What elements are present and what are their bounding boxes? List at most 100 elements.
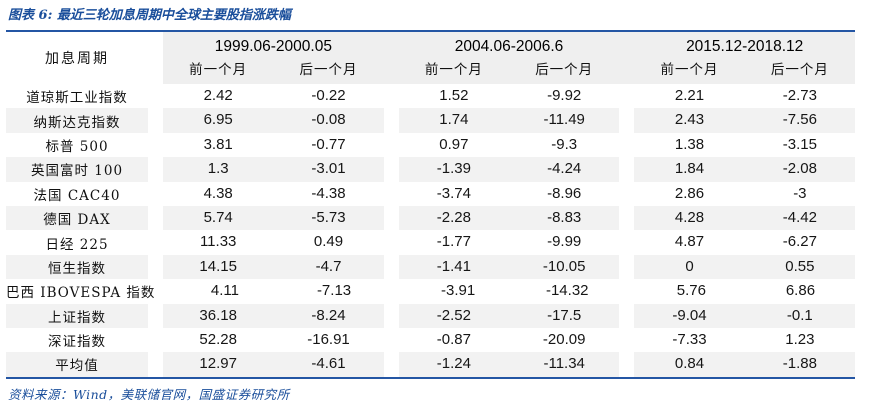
- table-row: 上证指数 36.18 -8.24 -2.52 -17.5 -9.04 -0.1: [6, 303, 856, 328]
- period-group-cells: 1.74 -11.49: [398, 108, 620, 133]
- table-body: 道琼斯工业指数 2.42 -0.22 1.52 -9.92 2.21 -2.73 纳斯达克指数…: [6, 84, 856, 377]
- period-label: 1999.06-2000.05: [214, 38, 332, 55]
- value-cell: -9.04: [672, 306, 707, 324]
- corner-cell: 加息周期: [6, 32, 148, 84]
- value-cell: -1.41: [436, 257, 471, 275]
- period-group-cells: 6.95 -0.08: [163, 108, 384, 133]
- value-cell: -3.15: [782, 135, 817, 153]
- value-cell: -10.05: [542, 257, 586, 275]
- table-row: 法国 CAC40 4.38 -4.38 -3.74 -8.96 2.86 -3: [6, 181, 856, 206]
- index-name-cell: 法国 CAC40: [6, 181, 148, 206]
- index-name-cell: 深证指数: [6, 327, 148, 353]
- value-cell: -3.91: [441, 282, 476, 300]
- value-cell: 1.38: [674, 135, 705, 153]
- value-cell: -4.7: [315, 257, 342, 275]
- period-group-cells: 0.84 -1.88: [634, 352, 856, 377]
- period-group-cells: 0.97 -9.3: [398, 132, 620, 158]
- value-cell: -9.99: [547, 233, 582, 251]
- value-cell: -8.96: [547, 184, 582, 202]
- value-cell: -4.42: [782, 208, 817, 226]
- value-cell: 12.97: [199, 355, 237, 373]
- period-group-cells: 1.38 -3.15: [634, 132, 856, 158]
- value-cell: 2.43: [674, 111, 705, 129]
- period-group-cells: 2.42 -0.22: [163, 84, 384, 109]
- value-cell: 2.86: [674, 184, 705, 202]
- period-group-cells: 11.33 0.49: [163, 230, 384, 255]
- value-cell: 4.87: [674, 233, 705, 251]
- period-group-cells: 5.76 6.86: [636, 279, 855, 304]
- period-group-cells: -1.39 -4.24: [398, 157, 620, 182]
- value-cell: 6.95: [203, 111, 233, 129]
- value-cell: -7.56: [782, 111, 817, 129]
- value-cell: -8.24: [311, 306, 346, 324]
- index-name-cell: 英国富时 100: [6, 157, 148, 182]
- table-row: 深证指数 52.28 -16.91 -0.87 -20.09 -7.33 1.23: [6, 327, 856, 353]
- subheader-next-month: 后一个月: [770, 62, 829, 78]
- period-group-cells: 1.52 -9.92: [398, 84, 620, 109]
- period-group-cells: 4.28 -4.42: [634, 205, 856, 231]
- value-cell: -7.13: [316, 282, 352, 300]
- value-cell: 0: [685, 257, 694, 275]
- value-cell: 0.55: [785, 257, 815, 275]
- period-group-header: 1999.06-2000.05 前一个月 后一个月: [163, 32, 384, 84]
- value-cell: 2.42: [203, 87, 233, 104]
- period-group-cells: -3.74 -8.96: [398, 181, 620, 206]
- value-cell: -1.24: [436, 355, 471, 373]
- period-group-cells: 2.86 -3: [634, 181, 856, 206]
- value-cell: -2.73: [782, 87, 817, 104]
- period-group-cells: 4.87 -6.27: [634, 230, 856, 255]
- table-row: 德国 DAX 5.74 -5.73 -2.28 -8.83 4.28 -4.42: [6, 205, 856, 231]
- value-cell: -2.28: [436, 208, 471, 226]
- header-groups: 1999.06-2000.05 前一个月 后一个月 2004.06-2006.6 前一个…: [163, 32, 855, 84]
- source-note: 资料来源：Wind，美联储官网，国盛证券研究所: [8, 386, 290, 402]
- value-cell: 5.76: [676, 282, 706, 300]
- period-group-cells: -0.87 -20.09: [398, 327, 620, 353]
- table-row: 纳斯达克指数 6.95 -0.08 1.74 -11.49 2.43 -7.56: [6, 108, 856, 133]
- value-cell: 0.97: [439, 135, 469, 153]
- period-group-cells: -2.28 -8.83: [398, 205, 620, 231]
- value-cell: 1.23: [785, 330, 815, 348]
- rate-hike-table: 加息周期 1999.06-2000.05 前一个月 后一个月 2004.06-2006…: [6, 32, 856, 377]
- table-row: 恒生指数 14.15 -4.7 -1.41 -10.05 0 0.55: [6, 254, 856, 280]
- period-group-cells: -1.77 -9.99: [398, 230, 620, 255]
- index-name-cell: 平均值: [6, 352, 148, 377]
- value-cell: 4.11: [210, 282, 239, 300]
- value-cell: -0.22: [311, 87, 346, 104]
- value-cell: 11.33: [199, 233, 237, 251]
- value-cell: 3.81: [203, 135, 233, 153]
- value-cell: 1.74: [439, 111, 469, 129]
- top-rule: [6, 30, 855, 32]
- value-cell: -0.08: [311, 111, 346, 129]
- period-group-header: 2004.06-2006.6 前一个月 后一个月: [399, 32, 620, 84]
- value-cell: -20.09: [542, 330, 586, 348]
- index-name-cell: 日经 225: [6, 230, 148, 255]
- value-cell: -16.91: [307, 330, 350, 348]
- figure-title: 图表 6: 最近三轮加息周期中全球主要股指涨跌幅: [8, 8, 291, 23]
- period-group-cells: 5.74 -5.73: [163, 205, 384, 231]
- value-cell: 36.18: [199, 306, 237, 324]
- index-name-cell: 恒生指数: [6, 254, 148, 280]
- value-cell: 0.49: [313, 233, 344, 251]
- value-cell: -8.83: [547, 208, 582, 226]
- index-name-cell: 道琼斯工业指数: [6, 84, 148, 109]
- value-cell: -3.74: [436, 184, 471, 202]
- subheader-row: 前一个月 后一个月: [163, 59, 384, 84]
- table-row: 日经 225 11.33 0.49 -1.77 -9.99 4.87 -6.27: [6, 230, 856, 255]
- value-cell: -17.5: [547, 306, 582, 324]
- period-group-cells: 2.43 -7.56: [634, 108, 856, 133]
- report-figure: 图表 6: 最近三轮加息周期中全球主要股指涨跌幅 加息周期 1999.06-20…: [6, 0, 856, 403]
- value-cell: 14.15: [199, 257, 237, 275]
- subheader-prev-month: 前一个月: [660, 62, 719, 78]
- table-row: 标普 500 3.81 -0.77 0.97 -9.3 1.38 -3.15: [6, 132, 856, 158]
- value-cell: 1.52: [439, 87, 469, 104]
- value-cell: 4.28: [674, 208, 705, 226]
- subheader-prev-month: 前一个月: [189, 62, 248, 78]
- period-group-cells: 52.28 -16.91: [163, 327, 384, 353]
- index-name-cell: 上证指数: [6, 303, 148, 328]
- period-group-cells: 4.11 -7.13: [170, 279, 389, 304]
- value-cell: -1.39: [436, 160, 471, 178]
- period-group-cells: -3.91 -14.32: [403, 279, 622, 304]
- period-group-header: 2015.12-2018.12 前一个月 后一个月: [634, 32, 855, 84]
- table-row: 巴西 IBOVESPA 指数 4.11 -7.13 -3.91 -14.32 5.76 6.…: [6, 279, 855, 304]
- index-name-cell: 标普 500: [6, 132, 148, 158]
